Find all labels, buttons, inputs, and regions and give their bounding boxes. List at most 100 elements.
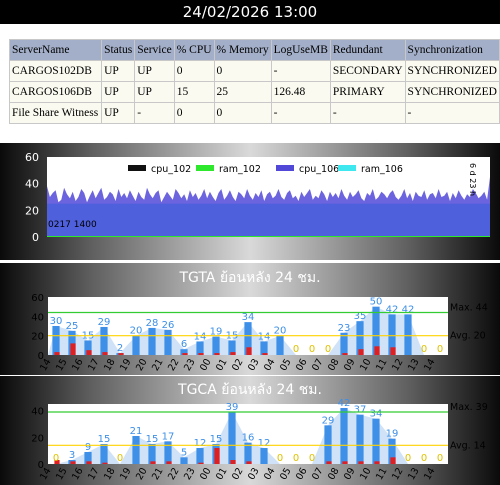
legend-swatch xyxy=(196,165,214,171)
cell-logusemb: 126.48 xyxy=(270,81,331,103)
bar-blue xyxy=(244,322,252,355)
bar-data-label: 29 xyxy=(98,317,111,328)
bar-data-label: 15 xyxy=(210,434,223,445)
bar-data-label: 21 xyxy=(130,426,143,437)
bar-red xyxy=(54,352,60,355)
bar-data-label: 15 xyxy=(146,434,159,445)
x-tick-label: 18 xyxy=(102,466,118,482)
bar-data-label: 14 xyxy=(258,331,271,342)
tgca-panel: TGCA ย้อนหลัง 24 ชม. 40 20 0 0 14 3 15 9 16 15 17 0… xyxy=(0,376,500,485)
x-tick-label: 23 xyxy=(182,357,198,373)
bar-blue xyxy=(180,457,188,464)
y-tick-label: 40 xyxy=(25,178,39,191)
start-time-label: 0217 1400 xyxy=(48,220,97,230)
bar-data-label: 0 xyxy=(309,344,315,355)
cell-status: UP xyxy=(101,81,136,103)
x-tick-label: 14 xyxy=(38,357,54,373)
bar-red xyxy=(390,457,396,464)
tgta-chart: 6040200301425151516291721820192820262162… xyxy=(31,293,488,373)
bar-red xyxy=(70,343,76,355)
avg-label: Avg. 20 xyxy=(450,331,486,342)
cell-redundant: - xyxy=(329,102,406,124)
bar-data-label: 0 xyxy=(437,453,443,464)
bar-red xyxy=(182,353,188,355)
x-tick-label: 03 xyxy=(246,466,262,482)
x-tick-label: 16 xyxy=(70,357,86,373)
cell-servername: CARGOS106DB xyxy=(8,81,103,103)
bar-red xyxy=(230,352,236,355)
bar-red xyxy=(54,460,60,464)
bar-data-label: 29 xyxy=(322,415,335,426)
col-logusemb: LogUseMB xyxy=(270,39,331,61)
x-tick-label: 13 xyxy=(406,466,422,482)
x-tick-label: 02 xyxy=(230,466,246,482)
legend-label: cpu_106 xyxy=(299,164,339,175)
bar-blue xyxy=(260,448,268,464)
bar-data-label: 0 xyxy=(421,344,427,355)
bar-data-label: 17 xyxy=(162,431,175,442)
tgca-title: TGCA ย้อนหลัง 24 ชม. xyxy=(178,382,322,398)
datetime-text: 24/02/2026 13:00 xyxy=(182,3,318,21)
bar-data-label: 50 xyxy=(370,297,383,308)
bar-red xyxy=(198,462,204,464)
bar-blue xyxy=(388,314,396,355)
bar-blue xyxy=(340,408,348,464)
bar-data-label: 42 xyxy=(386,304,399,315)
col-redundant: Redundant xyxy=(329,39,406,61)
x-tick-label: 03 xyxy=(246,357,262,373)
bar-data-label: 5 xyxy=(181,447,187,458)
x-tick-label: 22 xyxy=(166,357,182,373)
bar-blue xyxy=(404,314,412,355)
col-cpu: % CPU xyxy=(173,39,215,61)
bar-blue xyxy=(148,444,156,464)
legend-label: ram_106 xyxy=(361,164,403,175)
bar-data-label: 3 xyxy=(69,450,75,461)
table-row: CARGOS106DB UP UP 15 25 126.48 PRIMARY S… xyxy=(8,81,500,103)
y-tick-label: 0 xyxy=(38,351,44,362)
cell-synchronization: SYNCHRONIZED xyxy=(404,81,500,103)
x-tick-label: 21 xyxy=(150,357,166,373)
bar-data-label: 39 xyxy=(226,402,239,413)
bar-blue xyxy=(100,326,108,355)
legend-label: cpu_102 xyxy=(151,164,191,175)
bar-blue xyxy=(164,441,172,464)
bar-data-label: 42 xyxy=(338,398,351,409)
col-memory: % Memory xyxy=(213,39,272,61)
duration-label: 6 d 23 h xyxy=(468,163,477,196)
y-tick-label: 40 xyxy=(31,407,44,418)
x-tick-label: 22 xyxy=(166,466,182,482)
bar-red xyxy=(326,461,332,464)
x-tick-label: 07 xyxy=(310,357,326,373)
x-tick-label: 17 xyxy=(86,357,102,373)
bar-red xyxy=(102,352,108,355)
bar-data-label: 0 xyxy=(325,344,331,355)
legend-label: ram_102 xyxy=(219,164,261,175)
bar-red xyxy=(230,460,236,464)
tgta-panel: TGTA ย้อนหลัง 24 ชม. 60 40 20 0 30 14 25 15 15 16… xyxy=(0,263,500,375)
bar-blue xyxy=(84,340,92,355)
cell-service: UP xyxy=(134,81,175,103)
bar-data-label: 35 xyxy=(354,311,367,322)
bar-blue xyxy=(52,326,60,355)
bar-blue xyxy=(196,448,204,464)
y-tick-label: 60 xyxy=(31,293,44,304)
bar-blue xyxy=(260,341,268,355)
bar-data-label: 26 xyxy=(162,320,175,331)
legend-swatch xyxy=(338,165,356,171)
legend-swatch xyxy=(276,165,294,171)
bar-blue xyxy=(388,438,396,464)
bar-red xyxy=(262,353,268,355)
cell-synchronization: SYNCHRONIZED xyxy=(404,60,500,82)
cell-service: - xyxy=(134,102,175,124)
x-tick-label: 16 xyxy=(70,466,86,482)
bar-blue xyxy=(100,444,108,464)
avg-label: Avg. 14 xyxy=(450,440,486,451)
bar-blue xyxy=(212,336,220,355)
cell-memory: 0 xyxy=(213,102,272,124)
server-status-section: ServerName Status Service % CPU % Memory… xyxy=(0,24,500,142)
bar-red xyxy=(374,346,380,355)
bar-red xyxy=(358,349,364,355)
bar-red xyxy=(102,462,108,464)
cell-cpu: 0 xyxy=(173,102,215,124)
cell-synchronization: - xyxy=(404,102,500,124)
